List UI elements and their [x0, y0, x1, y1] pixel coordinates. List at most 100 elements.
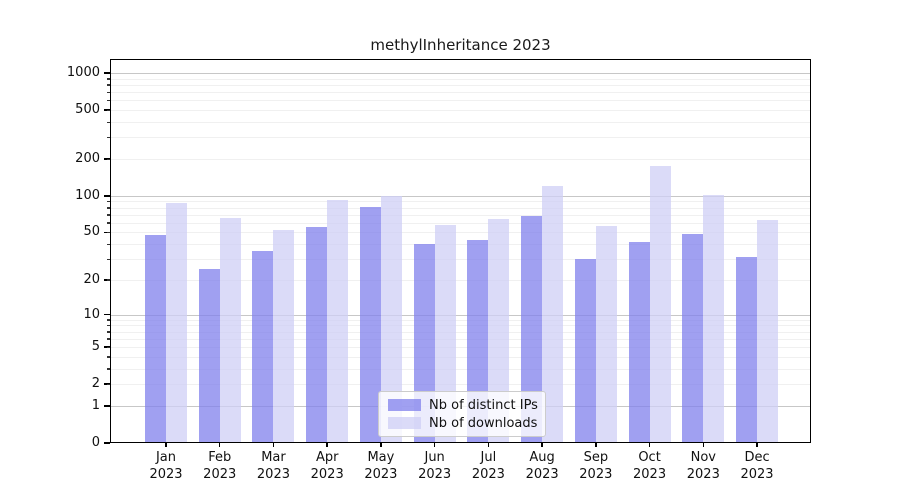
gridline-minor-200	[110, 159, 811, 160]
ytick-mark-1	[104, 405, 110, 407]
gridline-major-1000	[110, 73, 811, 75]
xtick-label-dec: Dec 2023	[740, 450, 774, 482]
gridline-minor-800	[110, 84, 811, 86]
gridline-minor-400	[110, 122, 811, 124]
gridline-minor-700	[110, 92, 811, 94]
bar-distinct-ips-apr	[306, 227, 328, 443]
xtick-label-jan: Jan 2023	[149, 450, 183, 482]
gridline-minor-7	[110, 331, 811, 333]
xtick-mark-may	[380, 443, 382, 447]
bar-downloads-may	[380, 195, 402, 443]
ytick-minor-mark-80	[107, 207, 110, 209]
gridline-minor-6	[110, 338, 811, 340]
gridline-major-100	[110, 195, 811, 197]
ytick-label-200: 200	[75, 151, 100, 166]
xtick-mark-oct	[648, 443, 651, 447]
ytick-minor-mark-300	[107, 136, 110, 139]
chart-title: methylInheritance 2023	[370, 36, 551, 54]
bar-downloads-apr	[327, 199, 349, 443]
bar-distinct-ips-feb	[198, 268, 220, 443]
ytick-label-1000: 1000	[66, 65, 100, 81]
bar-distinct-ips-jan	[145, 234, 166, 443]
xtick-label-sep: Sep 2023	[579, 450, 613, 482]
bar-downloads-jun	[434, 224, 456, 443]
gridline-minor-3	[110, 368, 811, 370]
xtick-mark-aug	[541, 443, 543, 447]
ytick-minor-mark-900	[107, 78, 110, 80]
ytick-minor-mark-800	[107, 84, 110, 86]
xtick-mark-sep	[595, 443, 597, 447]
ytick-label-2: 2	[91, 376, 100, 392]
xtick-label-mar: Mar 2023	[256, 450, 290, 482]
ytick-mark-10	[104, 313, 110, 316]
ytick-label-5: 5	[91, 339, 100, 355]
legend: Nb of distinct IPs Nb of downloads	[378, 391, 546, 437]
legend-item-downloads: Nb of downloads	[379, 416, 545, 431]
ytick-label-20: 20	[83, 271, 100, 287]
ytick-minor-mark-90	[107, 200, 110, 203]
gridline-minor-300	[110, 137, 811, 139]
ytick-minor-mark-40	[107, 243, 110, 246]
ytick-minor-mark-30	[107, 258, 110, 260]
ytick-label-10: 10	[83, 306, 100, 322]
xtick-mark-dec	[756, 443, 758, 447]
bar-distinct-ips-oct	[628, 241, 650, 443]
xtick-label-apr: Apr 2023	[310, 450, 344, 482]
gridline-minor-2	[110, 384, 811, 386]
xtick-mark-mar	[272, 443, 275, 447]
ytick-minor-mark-9	[107, 319, 110, 321]
ytick-mark-100	[104, 195, 110, 197]
gridline-minor-20	[110, 279, 811, 281]
legend-item-distinct-ips: Nb of distinct IPs	[379, 398, 545, 413]
gridline-minor-500	[110, 110, 811, 112]
xtick-label-may: May 2023	[364, 450, 398, 482]
gridline-minor-70	[110, 214, 811, 216]
ytick-minor-mark-8	[107, 324, 110, 327]
ytick-label-50: 50	[83, 224, 100, 240]
ytick-minor-mark-60	[107, 222, 110, 224]
bar-downloads-feb	[219, 217, 241, 443]
bar-downloads-jul	[488, 218, 510, 443]
gridline-minor-4	[110, 356, 811, 358]
xtick-label-jun: Jun 2023	[418, 450, 452, 482]
xtick-label-jul: Jul 2023	[471, 450, 505, 482]
ytick-minor-mark-50	[107, 231, 110, 234]
gridline-minor-30	[110, 259, 811, 261]
gridline-minor-8	[110, 325, 811, 327]
gridline-minor-900	[110, 78, 811, 80]
xtick-mark-nov	[702, 443, 704, 447]
bar-distinct-ips-may	[359, 207, 381, 443]
bar-downloads-mar	[273, 230, 295, 443]
gridline-minor-600	[110, 100, 811, 102]
plot-area	[110, 59, 811, 443]
ytick-minor-mark-7	[107, 331, 110, 333]
legend-label-distinct-ips: Nb of distinct IPs	[429, 397, 538, 413]
ytick-minor-mark-400	[107, 121, 110, 123]
xtick-label-oct: Oct 2023	[633, 450, 667, 482]
ytick-label-500: 500	[75, 102, 100, 118]
bar-distinct-ips-dec	[736, 257, 758, 443]
ytick-minor-mark-500	[107, 109, 110, 111]
legend-label-downloads: Nb of downloads	[429, 415, 538, 431]
bar-downloads-oct	[649, 166, 671, 443]
xtick-mark-apr	[326, 443, 328, 447]
ytick-label-1: 1	[91, 397, 100, 413]
ytick-minor-mark-4	[107, 356, 110, 358]
xtick-mark-jan	[165, 443, 167, 447]
gridline-minor-50	[110, 232, 811, 234]
bar-downloads-jan	[166, 202, 187, 443]
gridline-minor-60	[110, 222, 811, 224]
ytick-mark-0	[104, 442, 110, 444]
ytick-label-100: 100	[75, 187, 100, 203]
ytick-minor-mark-3	[107, 368, 110, 370]
bar-downloads-dec	[757, 220, 779, 443]
ytick-minor-mark-6	[107, 338, 110, 340]
legend-swatch-downloads	[388, 417, 421, 429]
xtick-mark-feb	[219, 443, 221, 447]
gridline-minor-5	[110, 347, 811, 349]
xtick-label-feb: Feb 2023	[203, 450, 237, 482]
ytick-minor-mark-2	[107, 383, 110, 386]
xtick-mark-jun	[433, 443, 436, 447]
ytick-label-0: 0	[91, 435, 100, 450]
